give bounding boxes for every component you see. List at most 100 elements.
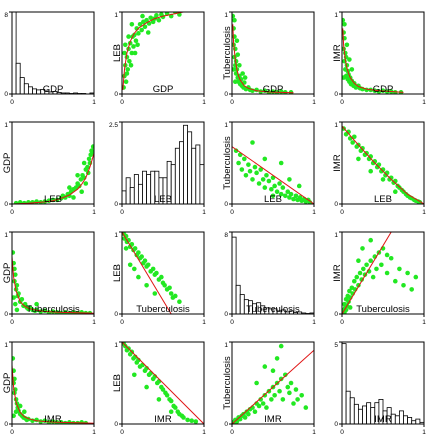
data-point: [233, 148, 239, 153]
data-point: [71, 195, 76, 200]
data-point: [342, 22, 347, 27]
fit-line: [122, 12, 184, 90]
data-point: [181, 415, 186, 420]
data-point: [232, 67, 236, 72]
data-point: [254, 170, 259, 176]
data-point: [352, 134, 357, 140]
histogram-bar: [12, 12, 17, 94]
x-tick-label: 1: [312, 319, 316, 326]
x-axis-label: IMR: [154, 414, 172, 425]
panel-plot-area: [122, 12, 184, 90]
y-tick-label: 0: [224, 201, 228, 208]
axes-frame: [341, 231, 425, 315]
data-point: [374, 266, 379, 272]
data-point: [287, 390, 292, 396]
data-point: [262, 364, 268, 369]
data-point: [162, 283, 167, 288]
data-point: [160, 387, 166, 392]
data-point: [372, 159, 378, 164]
histogram-bar: [199, 164, 204, 204]
data-point: [123, 246, 129, 251]
data-point: [90, 144, 94, 149]
data-point: [127, 58, 132, 64]
data-point: [397, 266, 402, 272]
y-axis-label: IMR: [332, 264, 343, 282]
data-point: [167, 285, 172, 291]
data-point: [133, 38, 139, 43]
data-point: [234, 38, 240, 43]
histogram-bar: [390, 413, 396, 424]
data-point: [189, 418, 194, 424]
data-point: [250, 177, 255, 182]
data-point: [247, 168, 253, 174]
histogram-bar: [349, 397, 355, 424]
fit-line: [12, 256, 94, 314]
data-point: [401, 283, 406, 288]
y-tick-label: 1: [224, 122, 228, 129]
data-point: [132, 372, 137, 378]
data-point: [125, 67, 131, 72]
x-axis-label: Tuberculosis: [136, 304, 190, 315]
data-point: [384, 270, 390, 276]
data-point: [136, 274, 141, 280]
panel-0-3: 0 1 0 1 GDP IMR: [332, 11, 426, 106]
data-point: [243, 173, 249, 178]
data-point: [13, 409, 19, 415]
y-axis-label: IMR: [332, 154, 343, 172]
data-point: [237, 63, 242, 68]
data-point: [164, 393, 170, 398]
axes-frame: [341, 121, 425, 205]
data-point: [307, 200, 313, 204]
y-tick-label: 0: [334, 311, 338, 318]
data-point: [88, 152, 94, 158]
data-point: [232, 13, 236, 19]
data-point: [270, 193, 276, 199]
histogram-bar: [133, 174, 139, 204]
histogram-bar: [415, 418, 421, 424]
x-axis-label: GDP: [263, 84, 284, 95]
y-tick-label: 0: [4, 311, 8, 318]
data-point: [303, 405, 309, 410]
data-point: [14, 307, 20, 313]
panel-0-1: 0 1 0 1 GDP LEB: [112, 11, 206, 106]
data-point: [278, 160, 284, 166]
x-tick-label: 1: [202, 429, 206, 436]
data-point: [344, 42, 350, 48]
panel-plot-area: [342, 125, 424, 204]
data-point: [272, 183, 277, 189]
data-point: [376, 162, 382, 167]
panel-plot-area: [232, 140, 314, 204]
panel-2-0: 0 1 0 1 Tuberculosis GDP: [2, 231, 96, 326]
fit-line: [342, 232, 392, 314]
data-point: [258, 167, 264, 172]
x-tick-label: 0: [230, 319, 234, 326]
data-point: [126, 34, 131, 39]
data-point: [122, 42, 128, 48]
y-tick-label: 8: [4, 12, 8, 19]
data-point: [12, 272, 18, 277]
data-point: [145, 30, 151, 35]
data-point: [76, 183, 82, 189]
data-point: [370, 274, 376, 280]
data-point: [168, 398, 174, 404]
data-point: [258, 397, 264, 402]
histogram-bar: [403, 415, 408, 424]
data-point: [269, 186, 274, 192]
data-point: [347, 305, 353, 310]
data-point: [274, 189, 280, 194]
data-point: [123, 79, 129, 84]
histogram-bar: [122, 190, 127, 204]
data-point: [136, 31, 141, 36]
x-axis-label: GDP: [153, 84, 174, 95]
histogram-bar: [232, 236, 237, 314]
data-point: [352, 278, 357, 284]
data-point: [137, 22, 143, 27]
data-point: [129, 22, 135, 27]
axes-frame: [11, 121, 95, 205]
histogram-bar: [137, 183, 143, 204]
y-axis-label: LEB: [112, 44, 123, 62]
axes-frame: [231, 231, 315, 315]
data-point: [193, 419, 199, 424]
data-point: [173, 293, 178, 299]
